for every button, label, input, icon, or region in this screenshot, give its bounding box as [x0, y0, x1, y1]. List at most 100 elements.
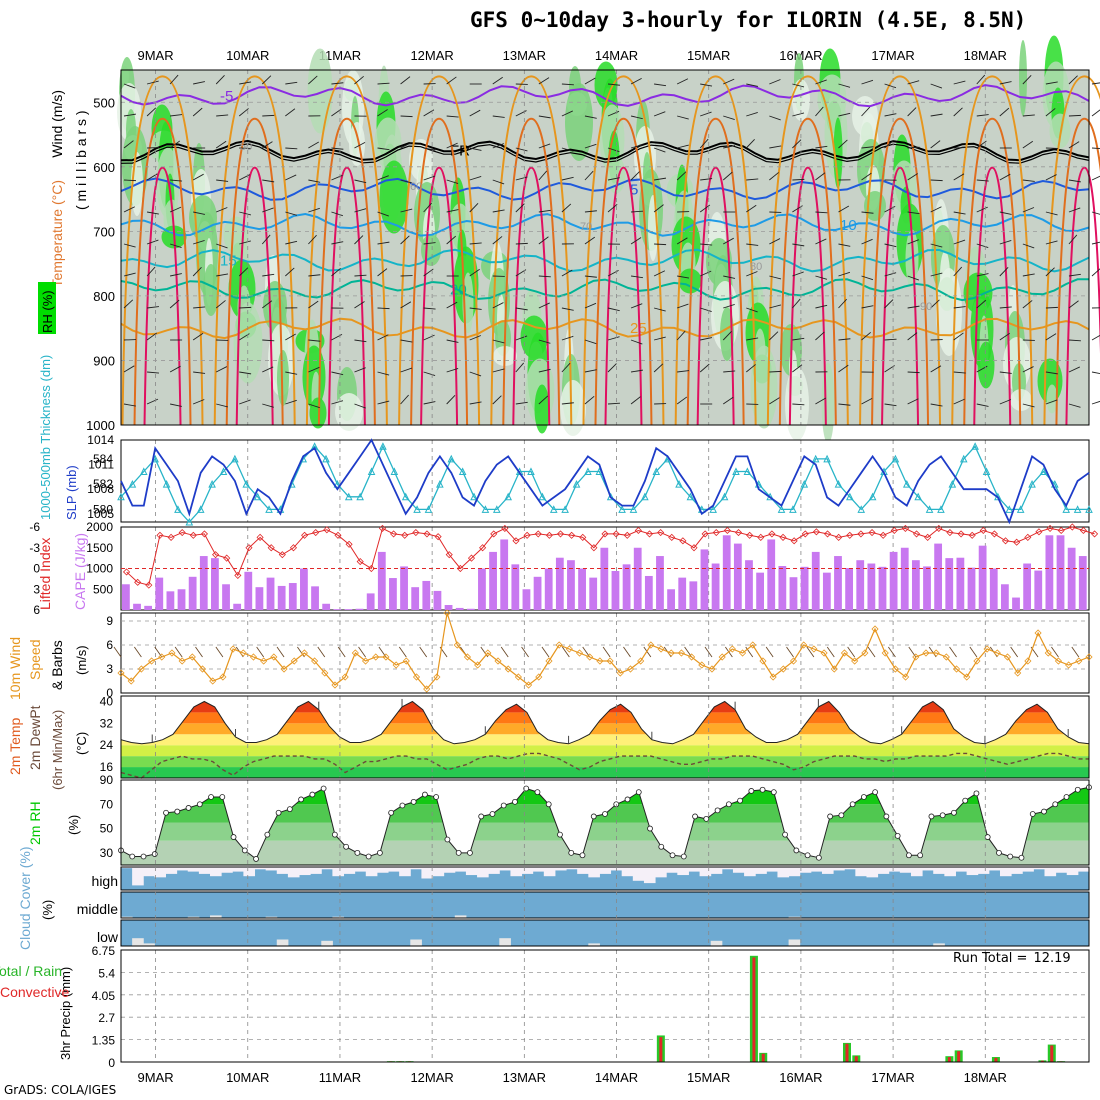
warm-surface-contour — [490, 75, 573, 426]
wind-barb — [584, 395, 595, 405]
thickness-marker — [709, 505, 717, 513]
cloud-level-label: middle — [77, 901, 118, 917]
thickness-marker — [413, 505, 421, 513]
wind-barb — [1022, 243, 1035, 249]
bottom-date-tick: 10MAR — [226, 1070, 269, 1085]
thickness-marker — [174, 505, 182, 513]
precip-tick-label: 5.4 — [98, 966, 115, 980]
wind-barb — [423, 307, 436, 310]
cloud-cell — [376, 867, 389, 873]
li-marker — [823, 530, 832, 538]
bottom-date-tick: 11MAR — [319, 1070, 361, 1085]
wind-barb — [999, 371, 1012, 374]
surface-wind-barb — [623, 646, 631, 658]
cloud-level-label: low — [97, 929, 119, 945]
temp-band — [121, 767, 1089, 778]
wind-barb — [792, 364, 803, 373]
cape-bar — [433, 590, 442, 610]
wind-barb — [238, 267, 249, 277]
wind-barb — [631, 210, 644, 213]
wind-barb — [354, 301, 365, 309]
li-marker — [935, 524, 943, 532]
wind-barb — [469, 203, 479, 213]
rh-patch — [833, 117, 843, 189]
wind-barb — [423, 371, 436, 376]
cloud-cell — [554, 867, 567, 871]
cloud-cell — [510, 867, 523, 877]
bottom-date-tick: 18MAR — [964, 1070, 1007, 1085]
precip-conv-bar — [947, 1057, 951, 1062]
cape-bar — [845, 568, 854, 610]
bottom-date-tick: 14MAR — [595, 1070, 638, 1085]
wind-barb — [377, 109, 388, 117]
wind-marker — [443, 609, 451, 617]
thickness-marker — [1016, 505, 1025, 513]
wind-barb — [1022, 75, 1032, 85]
wind-marker — [158, 653, 166, 661]
cloud-cell — [121, 916, 133, 918]
rh-marker — [219, 794, 226, 800]
cape-bar — [822, 572, 831, 610]
wind-barb — [377, 175, 389, 181]
cloud-row-frame — [120, 891, 1090, 919]
cloud-cell — [877, 867, 890, 874]
slp-tick-label: 1005 — [87, 507, 114, 521]
temp-band — [121, 712, 1089, 724]
rh-marker — [545, 801, 552, 808]
wind-barb — [170, 273, 182, 277]
wind-marker — [433, 673, 441, 681]
li-marker — [1090, 530, 1099, 538]
warm-surface-contour — [1043, 75, 1100, 426]
wind-barb — [561, 110, 573, 117]
temp-contour — [120, 248, 1090, 273]
wind-marker — [575, 649, 584, 657]
wind-barb — [815, 106, 824, 117]
li-marker — [245, 544, 253, 552]
wind-barb — [377, 307, 390, 310]
wind-barb — [239, 399, 251, 405]
wind-barb — [192, 332, 204, 341]
wind-marker — [535, 673, 543, 681]
wind-barb — [146, 306, 160, 309]
wind-barb — [331, 267, 341, 277]
wind-barb — [354, 403, 366, 409]
wind-barb — [653, 363, 664, 373]
li-marker — [512, 537, 520, 545]
cape-bar — [856, 560, 865, 610]
cape-bar — [366, 593, 375, 610]
wind-marker — [759, 657, 767, 665]
rh-marker — [388, 809, 395, 816]
wind-marker — [1034, 629, 1042, 637]
wind-barb — [630, 115, 643, 120]
rh-patch — [1046, 384, 1058, 414]
cape-bar — [311, 586, 319, 610]
surface-wind-barb — [602, 646, 611, 658]
wind-barb — [423, 334, 435, 341]
cape-bar — [767, 539, 776, 610]
wind-axis-units: (m/s) — [74, 645, 89, 675]
rh-marker — [737, 797, 743, 804]
rh-marker — [635, 789, 642, 796]
rh-marker — [309, 791, 316, 798]
cape-bar — [644, 575, 653, 610]
top-date-tick: 14MAR — [595, 48, 638, 63]
wind-barb — [331, 174, 343, 181]
wind-barb — [238, 108, 249, 117]
wind-barb — [1091, 109, 1100, 117]
wind-barb — [815, 331, 825, 341]
cloud-cell — [888, 867, 901, 872]
wind-marker — [1014, 669, 1022, 677]
wind-barb — [446, 395, 456, 405]
cape-bar — [1023, 563, 1032, 610]
cape-bar — [533, 576, 542, 610]
top-date-tick: 17MAR — [871, 48, 914, 63]
warm-surface-contour — [973, 166, 1012, 426]
precip-tick-label: 4.05 — [92, 989, 116, 1003]
wind-marker — [474, 661, 482, 669]
wind-barb — [907, 107, 917, 117]
wind-marker — [932, 649, 940, 657]
wind-barb — [239, 211, 251, 216]
rh-patch — [309, 397, 327, 429]
wind-barb — [1091, 400, 1100, 405]
wind-barb — [492, 209, 505, 213]
